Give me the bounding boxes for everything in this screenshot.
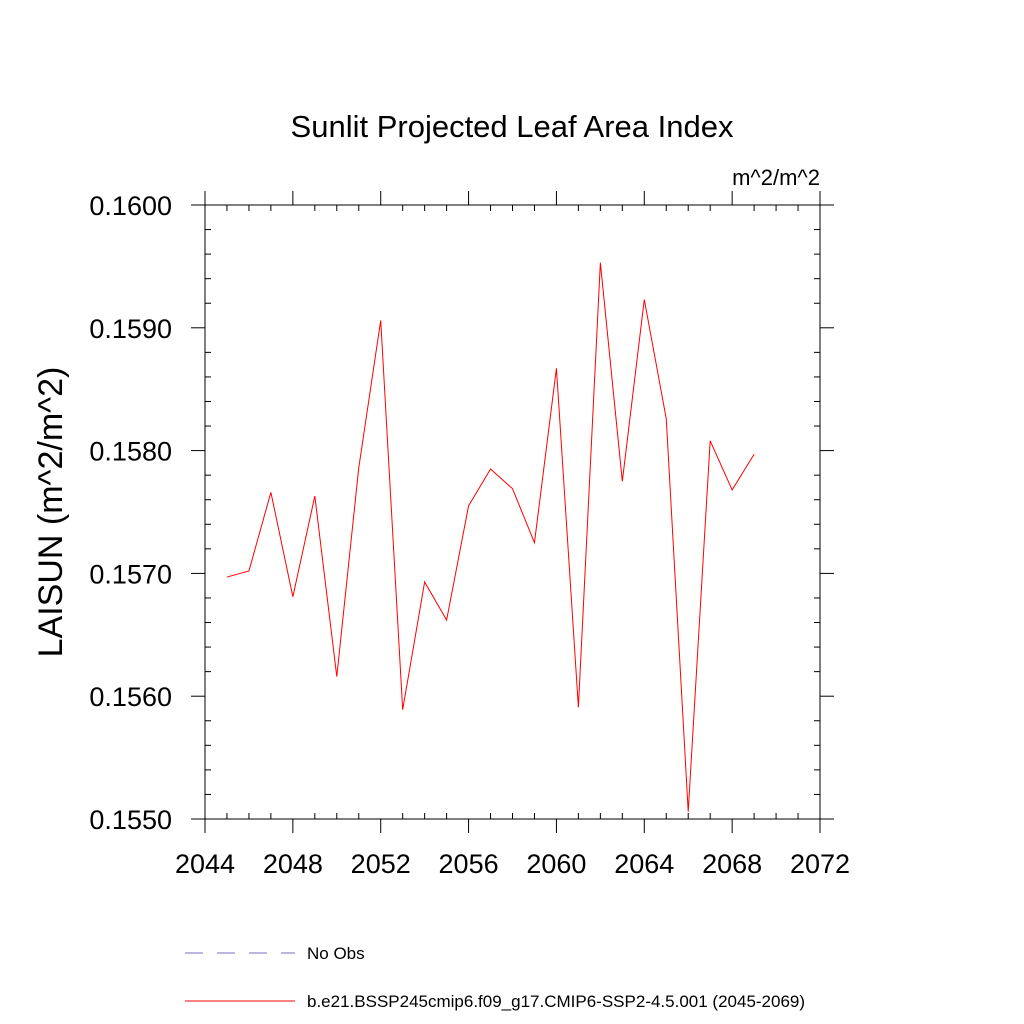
x-tick-label: 2072 [790, 849, 850, 879]
y-axis-label: LAISUN (m^2/m^2) [32, 367, 70, 658]
y-tick-label: 0.1570 [89, 559, 172, 589]
y-tick-label: 0.1580 [89, 437, 172, 467]
y-tick-label: 0.1550 [89, 805, 172, 835]
legend: No Obs b.e21.BSSP245cmip6.f09_g17.CMIP6-… [185, 944, 805, 1011]
x-tick-label: 2060 [526, 849, 586, 879]
plot-frame [204, 204, 821, 820]
x-tick-label: 2068 [702, 849, 762, 879]
chart-title: Sunlit Projected Leaf Area Index [291, 109, 734, 144]
y-tick-label: 0.1590 [89, 314, 172, 344]
y-tick-label: 0.1560 [89, 682, 172, 712]
y-axis: 0.1550 0.1560 0.1570 0.1580 0.1590 0.1600 [89, 191, 834, 835]
x-tick-label: 2056 [439, 849, 499, 879]
y-tick-label: 0.1600 [89, 191, 172, 221]
legend-label-no-obs: No Obs [307, 944, 365, 963]
legend-label-series: b.e21.BSSP245cmip6.f09_g17.CMIP6-SSP2-4.… [307, 992, 805, 1011]
x-tick-label: 2044 [175, 849, 235, 879]
x-tick-label: 2048 [263, 849, 323, 879]
series-layer [226, 262, 755, 812]
x-axis: 2044 2048 2052 2056 2060 2064 2068 2072 [175, 191, 850, 879]
series-line [226, 262, 755, 812]
x-tick-label: 2064 [614, 849, 674, 879]
units-label: m^2/m^2 [732, 165, 820, 190]
x-tick-label: 2052 [351, 849, 411, 879]
